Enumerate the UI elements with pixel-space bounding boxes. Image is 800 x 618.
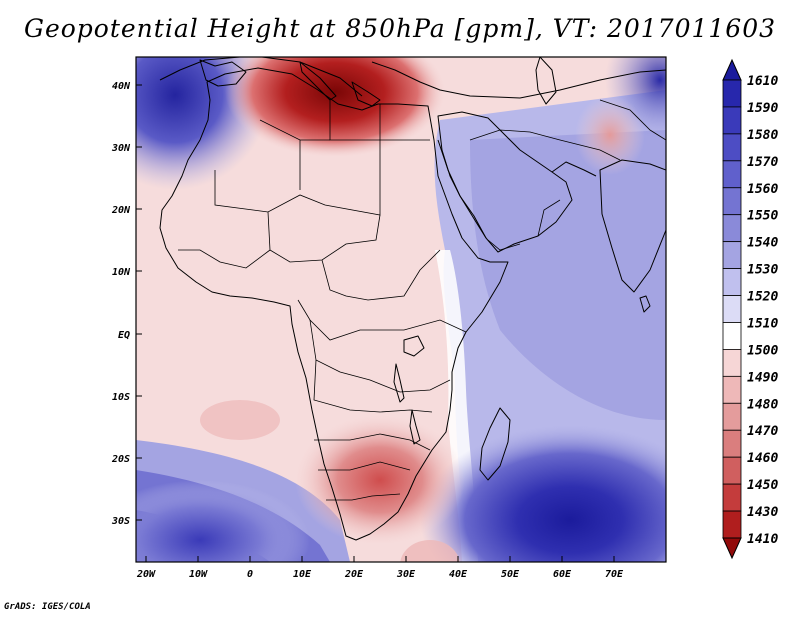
- field-high-southwest: [136, 480, 310, 562]
- colorbar-swatch: [722, 429, 742, 458]
- sri-lanka-coastline: [639, 295, 651, 313]
- colorbar-swatch: [722, 268, 742, 296]
- colorbar-swatch: [722, 241, 742, 269]
- field-low-iran: [575, 95, 645, 175]
- lon-label: 40E: [449, 569, 468, 580]
- red-sea-coastline: [437, 139, 487, 239]
- colorbar-swatch: [722, 106, 742, 135]
- field-high-southeast: [420, 425, 666, 562]
- colorbar-label: 1550: [747, 209, 778, 224]
- colorbar-swatch: [722, 187, 742, 216]
- iberia-coastline: [199, 59, 247, 87]
- country-borders: [178, 99, 666, 501]
- colorbar-swatch: [722, 510, 742, 539]
- field-low-mediterranean: [225, 57, 445, 157]
- colorbar-swatch: [722, 322, 742, 350]
- lat-axis: 40N 30N 20N 10N EQ 10S 20S 30S: [111, 81, 142, 527]
- field-low-south: [400, 540, 460, 562]
- colorbar-label: 1510: [747, 316, 778, 331]
- lat-label: 30N: [111, 143, 131, 154]
- lat-label: 30S: [111, 516, 130, 527]
- map-title: Geopotential Height at 850hPa [gpm], VT:…: [23, 14, 777, 43]
- colorbar-label: 1410: [747, 532, 778, 547]
- lat-label: 40N: [112, 81, 131, 92]
- field-low-atlantic: [200, 400, 280, 440]
- colorbar-label: 1530: [747, 263, 778, 278]
- colorbar-label: 1490: [747, 370, 778, 385]
- colorbar-label: 1580: [747, 128, 778, 143]
- lon-label: 10W: [189, 569, 208, 580]
- lake-tanganyika: [393, 363, 405, 403]
- europe-coastline: [159, 57, 666, 99]
- lon-label: 0: [247, 569, 253, 580]
- colorbar-swatch: [722, 349, 742, 377]
- colorbar-label: 1500: [747, 343, 778, 358]
- colorbar-swatch: [722, 375, 742, 404]
- colorbar-label: 1590: [747, 101, 778, 116]
- caspian-coastline: [535, 57, 557, 105]
- colorbar-label: 1540: [747, 236, 778, 251]
- field-low-southern-africa: [295, 415, 465, 545]
- lon-label: 30E: [396, 569, 416, 580]
- india-coastline: [599, 159, 666, 293]
- colorbar-label: 1460: [747, 451, 778, 466]
- colorbar-label: 1520: [747, 290, 778, 305]
- colorbar-swatch: [722, 79, 742, 108]
- colorbar-swatch: [722, 456, 742, 485]
- colorbar-label: 1450: [747, 478, 778, 493]
- field-arabia-sea-blue: [470, 130, 666, 420]
- lon-label: 70E: [605, 569, 624, 580]
- greece-coastline: [351, 81, 381, 107]
- lat-label: 10N: [112, 267, 131, 278]
- lat-label: 20S: [111, 454, 130, 465]
- colorbar-label: 1560: [747, 182, 778, 197]
- lon-label: 60E: [553, 569, 572, 580]
- madagascar-coastline: [479, 407, 511, 481]
- colorbar-label: 1470: [747, 424, 778, 439]
- plot-frame: [135, 56, 667, 563]
- colorbar-top-arrow: [722, 58, 742, 81]
- colorbar: 1610 1590 1580 1570 1560 1550 1540 1530 1520 1510…: [722, 58, 778, 560]
- colorbar-label: 1610: [747, 74, 778, 89]
- africa-coastline: [159, 67, 509, 541]
- colorbar-bottom-arrow: [722, 537, 742, 560]
- lon-label: 50E: [501, 569, 520, 580]
- colorbar-swatch: [722, 160, 742, 189]
- lake-victoria: [403, 335, 425, 357]
- gulf-coastline: [551, 161, 597, 177]
- colorbar-swatch: [722, 214, 742, 243]
- height-field: [136, 57, 666, 562]
- lat-label: 20N: [111, 205, 131, 216]
- lat-label: EQ: [118, 330, 130, 341]
- lon-axis: 20W 10W 0 10E 20E 30E 40E 50E 60E 70E: [136, 556, 624, 580]
- colorbar-swatch: [722, 483, 742, 512]
- colorbar-label: 1570: [747, 155, 778, 170]
- lake-malawi: [409, 409, 421, 445]
- colorbar-label: 1430: [747, 505, 778, 520]
- colorbar-swatch: [722, 133, 742, 162]
- grads-credit: GrADS: IGES/COLA: [4, 602, 91, 612]
- lon-label: 20E: [344, 569, 364, 580]
- colorbar-swatch: [722, 295, 742, 323]
- lon-label: 20W: [136, 569, 156, 580]
- lon-label: 10E: [293, 569, 312, 580]
- colorbar-swatch: [722, 402, 742, 431]
- colorbar-label: 1480: [747, 397, 778, 412]
- lat-label: 10S: [112, 392, 130, 403]
